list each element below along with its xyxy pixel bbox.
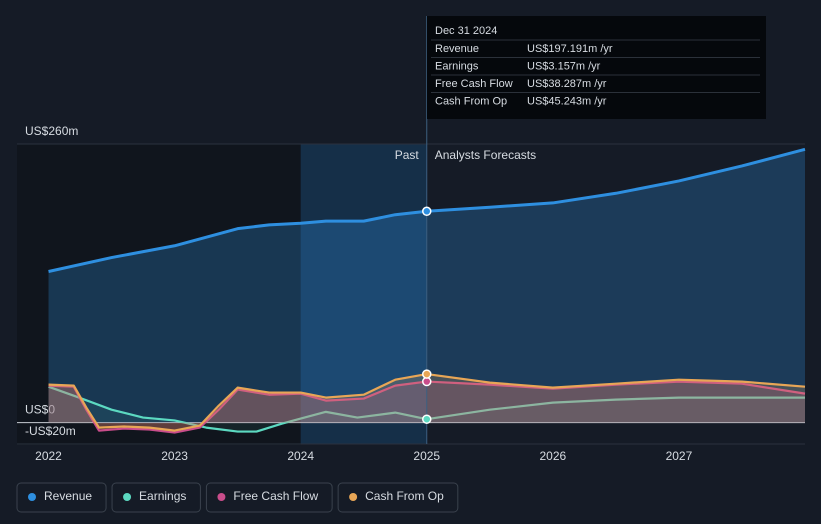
past-label: Past [395,148,420,162]
legend-item[interactable] [205,482,333,513]
tooltip-unit: /yr [588,60,601,72]
plot: US$260m US$0 -US$20m 2022 2023 2024 2025 2026 20… [17,16,806,463]
x-tick-label: 2027 [666,449,693,463]
series-line [48,147,806,273]
legend-label: Free Cash Flow [233,489,318,503]
y-tick-label: US$260m [25,124,78,138]
y-tick-label: US$0 [25,403,55,417]
tooltip-label: Cash From Op [435,95,507,107]
x-tick-label: 2025 [413,449,440,463]
legend-dot [349,493,358,501]
tooltip-box [427,16,766,119]
series-line [48,385,805,433]
x-tick-label: 2022 [35,449,62,463]
tooltip-unit: /yr [594,95,607,107]
x-tick-label: 2024 [287,449,314,463]
legend-label: Revenue [44,489,92,503]
x-tick-label: 2023 [161,449,188,463]
hover-dot [422,206,432,217]
tooltip-value: US$197.191m [527,43,597,55]
x-tick-label: 2026 [539,449,566,463]
hover-dot [422,369,432,379]
legend-dot [217,493,226,501]
legend-label: Earnings [139,489,186,503]
legend-dot [123,493,132,501]
legend-label: Cash From Op [365,489,444,503]
tooltip-value: US$45.243m [527,95,591,107]
tooltip: Dec 31 2024 Revenue US$197.191m/yr Earnings… [427,16,766,119]
tooltip-value: US$38.287m [527,78,591,90]
past-shade [17,144,301,445]
tooltip-unit: /yr [594,78,607,90]
series-area [48,386,805,432]
tooltip-label: Free Cash Flow [435,78,513,90]
legend-item[interactable] [337,482,459,513]
tooltip-unit: /yr [600,43,613,55]
tooltip-title: Dec 31 2024 [435,25,497,37]
tooltip-label: Earnings [435,60,479,72]
y-tick-label: -US$20m [25,424,76,438]
hover-dot [422,414,432,424]
legend-item[interactable] [16,482,107,513]
legend: Revenue Earnings Free Cash Flow Cash From O… [16,482,459,513]
series-line [48,372,806,432]
legend-dot [28,493,36,501]
forecast-label: Analysts Forecasts [435,148,536,162]
tooltip-value: US$3.157m [527,60,585,72]
tooltip-label: Revenue [435,43,479,55]
legend-item[interactable] [111,482,201,513]
